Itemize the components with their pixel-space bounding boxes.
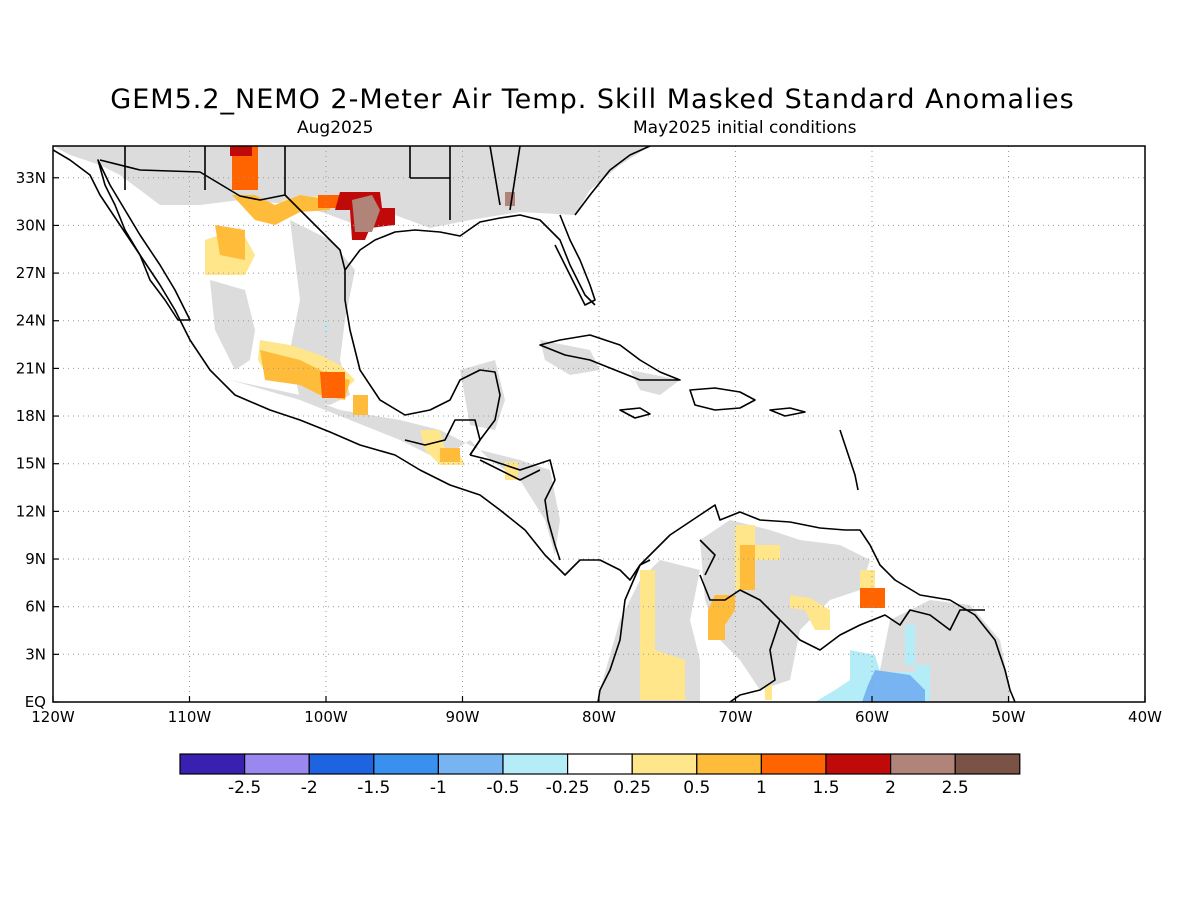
lon-tick-label: 80W <box>582 708 616 726</box>
lat-tick-label: 6N <box>25 598 46 616</box>
no-skill-shading <box>53 146 1010 702</box>
colorbar-swatch <box>244 753 310 775</box>
lat-tick-label: 30N <box>16 216 46 234</box>
lon-tick-label: 40W <box>1128 708 1162 726</box>
lat-tick-label: 33N <box>16 169 46 187</box>
colorbar-label: -2.5 <box>228 778 261 798</box>
lon-tick-label: 50W <box>992 708 1026 726</box>
florida <box>554 214 596 306</box>
jamaica <box>619 407 651 419</box>
colorbar-label: 0.25 <box>613 778 651 798</box>
lat-tick-label: 12N <box>16 502 46 520</box>
lat-tick-label: 15N <box>16 455 46 473</box>
lon-tick-label: 100W <box>304 708 348 726</box>
colorbar-label: -2 <box>301 778 318 798</box>
anomaly-shading <box>53 146 1010 702</box>
lon-tick-label: 120W <box>31 708 75 726</box>
colorbar-swatch <box>502 753 569 775</box>
lon-tick-label: 60W <box>855 708 889 726</box>
colorbar-label: -1 <box>430 778 447 798</box>
central-america-coast-caribbean <box>469 454 561 561</box>
colorbar-label: -1.5 <box>357 778 390 798</box>
lon-tick-label: 70W <box>719 708 753 726</box>
colorbar-label: 2 <box>885 778 896 798</box>
us-state-lines <box>124 146 521 220</box>
map-title: GEM5.2_NEMO 2-Meter Air Temp. Skill Mask… <box>110 84 1075 115</box>
baja-california <box>97 159 191 321</box>
lat-tick-label: EQ <box>25 693 46 711</box>
longitude-ticks: 120W 110W 100W 90W 80W 70W 60W 50W 40W <box>31 696 1162 726</box>
anomaly-2-2.5 <box>352 192 515 232</box>
lat-tick-label: 24N <box>16 312 46 330</box>
colorbar-swatch <box>373 753 439 775</box>
anomaly-1-1.5 <box>232 146 885 608</box>
colorbar-swatch <box>889 753 956 775</box>
colombia-pacific-coast <box>597 564 641 702</box>
latitude-ticks: EQ 3N 6N 9N 12N 15N 18N 21N 24N 27N 30N 33N <box>16 169 59 711</box>
colorbar-swatch <box>696 753 762 775</box>
graticule <box>53 146 1145 702</box>
lat-tick-label: 21N <box>16 359 46 377</box>
colorbar-swatch <box>760 753 827 775</box>
gulf-of-mexico-coast <box>344 214 596 456</box>
valid-month-label: Aug2025 <box>297 118 374 138</box>
lon-tick-label: 90W <box>446 708 480 726</box>
colorbar-swatch <box>825 753 892 775</box>
colorbar-swatch <box>437 753 504 775</box>
lat-tick-label: 18N <box>16 407 46 425</box>
south-america-north-coast <box>639 504 1016 702</box>
lat-tick-label: 27N <box>16 264 46 282</box>
colorbar-label: -0.5 <box>486 778 519 798</box>
cuba <box>539 334 681 381</box>
colorbar: -2.5 -2 -1.5 -1 -0.5 -0.25 0.25 0.5 1 1.5 2 2.5 <box>179 753 1021 798</box>
coastlines <box>53 146 1016 702</box>
colorbar-swatch <box>954 753 1021 775</box>
lesser-antilles <box>839 429 859 491</box>
country-borders-south-america <box>699 539 985 702</box>
us-east-coast <box>574 146 651 216</box>
lat-tick-label: 3N <box>25 645 46 663</box>
colorbar-label: 1 <box>756 778 767 798</box>
colorbar-label: 2.5 <box>942 778 969 798</box>
colorbar-swatch <box>631 753 698 775</box>
puerto-rico <box>769 407 806 417</box>
initial-conditions-label: May2025 initial conditions <box>633 118 857 138</box>
colorbar-label: 0.5 <box>683 778 710 798</box>
colorbar-swatch <box>566 753 633 775</box>
colorbar-label: 1.5 <box>812 778 839 798</box>
us-mexico-border <box>99 159 346 271</box>
colorbar-label: -0.25 <box>546 778 590 798</box>
colorbar-swatch <box>308 753 375 775</box>
anomaly-neg-1-neg-0.5 <box>862 670 925 702</box>
hispaniola <box>689 387 756 411</box>
mexico-central-borders <box>404 419 541 481</box>
lon-tick-label: 110W <box>168 708 212 726</box>
colorbar-swatch <box>179 753 246 775</box>
lat-tick-label: 9N <box>25 550 46 568</box>
